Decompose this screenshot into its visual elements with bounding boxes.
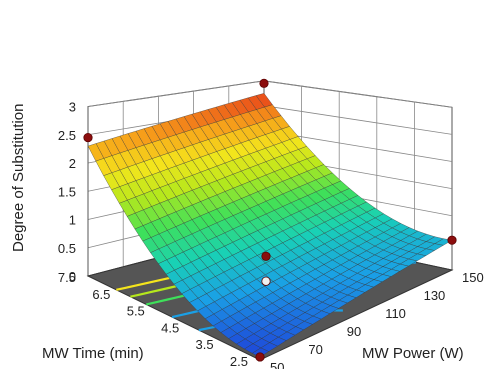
x-axis-label: MW Time (min) xyxy=(42,345,144,362)
design-point xyxy=(83,132,93,143)
z-tick-label: 0 xyxy=(69,269,76,284)
z-tick-label: 0.5 xyxy=(58,241,76,256)
design-point xyxy=(259,78,269,88)
x-tick-label: 4.5 xyxy=(161,320,179,335)
design-point xyxy=(447,235,457,245)
x-tick-label: 2.5 xyxy=(230,354,248,369)
y-tick-label: 90 xyxy=(347,324,361,339)
z-tick-label: 1 xyxy=(69,213,76,228)
y-tick-label: 110 xyxy=(385,306,406,321)
design-points xyxy=(83,78,457,362)
x-tick-label: 5.5 xyxy=(127,304,145,319)
x-tick-label: 6.5 xyxy=(92,287,110,302)
z-tick-label: 2 xyxy=(69,156,76,171)
response-surface xyxy=(87,93,453,358)
tick-labels: 0 0.5 1 1.5 2 2.5 3 2.5 3.5 4.5 5.5 6.5 7.5 50 70 90 110… xyxy=(58,100,484,369)
design-point xyxy=(255,352,265,362)
y-tick-label: 70 xyxy=(308,342,322,357)
design-point xyxy=(261,251,271,261)
z-axis-label: Degree of Substitution xyxy=(10,104,27,252)
x-tick-label: 7.5 xyxy=(58,270,76,285)
z-tick-label: 2.5 xyxy=(58,128,76,143)
y-tick-label: 150 xyxy=(462,270,484,285)
y-tick-label: 130 xyxy=(424,288,446,303)
design-point xyxy=(261,276,271,286)
x-tick-label: 3.5 xyxy=(196,337,214,352)
y-axis-label: MW Power (W) xyxy=(362,345,464,362)
z-tick-label: 3 xyxy=(69,100,76,115)
y-tick-label: 50 xyxy=(270,360,284,369)
z-tick-label: 1.5 xyxy=(58,184,76,199)
